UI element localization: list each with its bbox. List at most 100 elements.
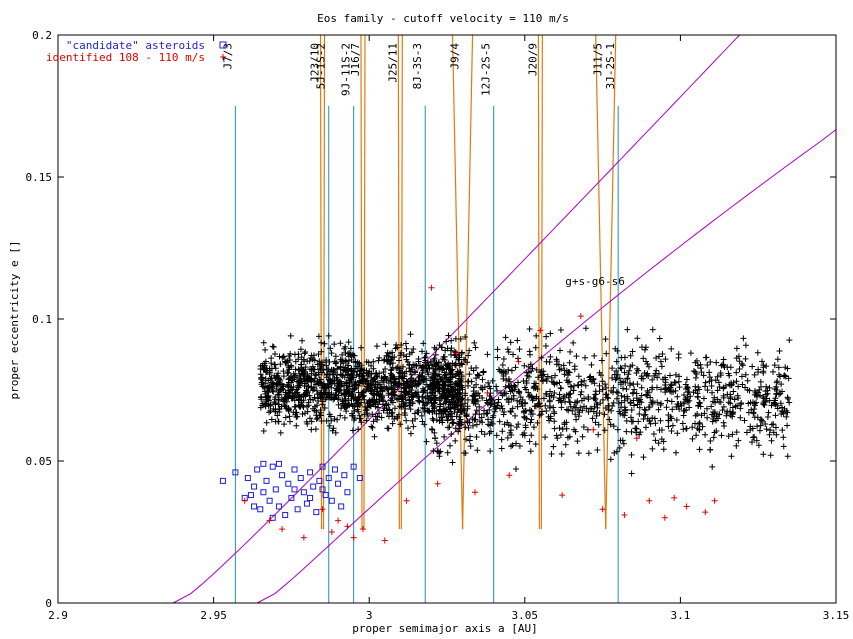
data-point — [419, 385, 426, 392]
identified-point — [683, 503, 690, 510]
data-point — [711, 410, 718, 417]
data-point — [293, 414, 300, 421]
data-point — [649, 415, 656, 422]
data-point — [575, 373, 582, 380]
data-point — [306, 376, 313, 383]
data-point — [780, 443, 787, 450]
data-point — [514, 337, 521, 344]
data-point — [695, 394, 702, 401]
data-point — [532, 380, 539, 387]
data-point — [751, 434, 758, 441]
velocity-curve — [256, 35, 837, 604]
data-point — [287, 332, 294, 339]
data-point — [456, 356, 463, 363]
data-point — [660, 438, 667, 445]
resonance-band-edge — [540, 34, 543, 530]
data-point — [337, 412, 344, 419]
data-point — [396, 367, 403, 374]
data-point — [538, 373, 545, 380]
data-point — [355, 396, 362, 403]
data-point — [719, 407, 726, 414]
data-point — [437, 448, 444, 455]
data-point — [364, 412, 371, 419]
resonance-label: J20/9 — [526, 43, 539, 76]
data-point — [416, 377, 423, 384]
data-point — [717, 399, 724, 406]
data-point — [336, 379, 343, 386]
data-point — [382, 366, 389, 373]
data-point — [393, 395, 400, 402]
data-point — [298, 361, 305, 368]
data-point — [697, 400, 704, 407]
data-point — [328, 417, 335, 424]
data-point — [347, 351, 354, 358]
data-point — [449, 370, 456, 377]
data-point — [394, 413, 401, 420]
data-point — [495, 399, 502, 406]
data-point — [657, 358, 664, 365]
data-point — [274, 372, 281, 379]
data-point — [548, 450, 555, 457]
data-point — [484, 351, 491, 358]
data-point — [509, 405, 516, 412]
data-point — [625, 371, 632, 378]
data-point — [280, 373, 287, 380]
data-point — [429, 415, 436, 422]
data-point — [643, 391, 650, 398]
data-point — [725, 399, 732, 406]
data-point — [768, 437, 775, 444]
data-point — [649, 400, 656, 407]
plot-frame — [57, 34, 837, 604]
data-point — [373, 343, 380, 350]
data-point — [762, 388, 769, 395]
candidate-point — [257, 506, 264, 513]
data-point — [516, 346, 523, 353]
data-point — [506, 384, 513, 391]
data-point — [315, 351, 322, 358]
data-point — [720, 362, 727, 369]
data-point — [372, 413, 379, 420]
data-point — [521, 362, 528, 369]
data-point — [297, 346, 304, 353]
data-point — [334, 386, 341, 393]
data-point — [474, 447, 481, 454]
data-point — [448, 337, 455, 344]
data-point — [708, 411, 715, 418]
data-point — [494, 346, 501, 353]
data-point — [633, 429, 640, 436]
data-point — [401, 403, 408, 410]
data-point — [732, 403, 739, 410]
data-point — [276, 391, 283, 398]
data-point — [773, 391, 780, 398]
data-point — [383, 384, 390, 391]
data-point — [743, 429, 750, 436]
data-point — [286, 356, 293, 363]
data-point — [486, 406, 493, 413]
data-point — [593, 400, 600, 407]
data-point — [566, 390, 573, 397]
data-point — [436, 449, 443, 456]
data-point — [753, 437, 760, 444]
data-point — [308, 366, 315, 373]
data-point — [326, 371, 333, 378]
data-point — [442, 378, 449, 385]
data-point — [379, 377, 386, 384]
data-point — [506, 378, 513, 385]
data-point — [552, 372, 559, 379]
data-point — [591, 352, 598, 359]
data-point — [563, 377, 570, 384]
data-point — [325, 332, 332, 339]
data-point — [588, 361, 595, 368]
data-point — [469, 422, 476, 429]
data-point — [286, 413, 293, 420]
resonance-band-edge — [605, 34, 617, 530]
data-point — [610, 399, 617, 406]
data-point — [271, 350, 278, 357]
x-tick-label: 2.95 — [200, 609, 227, 622]
data-point — [702, 431, 709, 438]
data-point — [618, 392, 625, 399]
data-point — [765, 409, 772, 416]
data-point — [364, 383, 371, 390]
data-point — [554, 435, 561, 442]
data-point — [342, 397, 349, 404]
